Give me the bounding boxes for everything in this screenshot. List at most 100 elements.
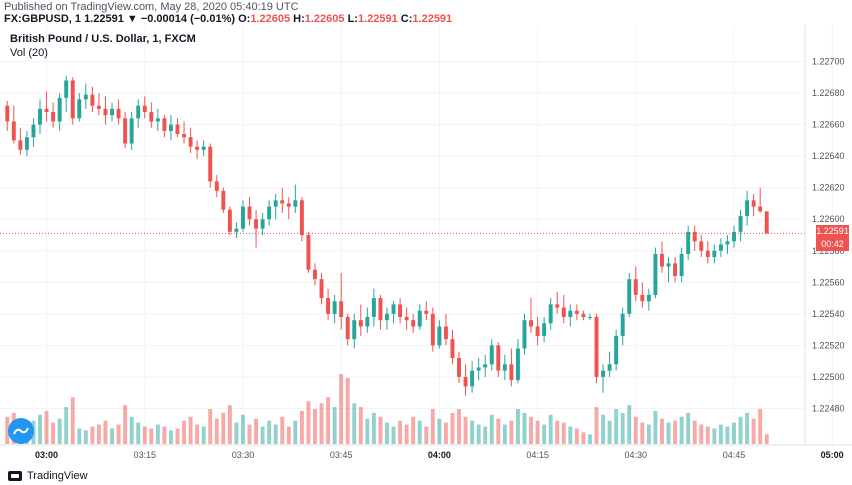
volume-bar — [260, 426, 265, 444]
candle-body — [70, 80, 75, 119]
candle-body — [352, 320, 357, 340]
candle-body — [594, 317, 599, 377]
volume-bar — [640, 422, 645, 444]
candle-body — [705, 250, 710, 258]
volume-bar — [149, 428, 154, 444]
close-value: 1.22591 — [412, 13, 453, 25]
candle-body — [699, 241, 704, 251]
candle-body — [129, 118, 134, 144]
volume-bar — [515, 409, 520, 444]
volume-bar — [195, 424, 200, 444]
candle-body — [666, 263, 671, 267]
volume-bar — [633, 416, 638, 444]
y-tick-label: 1.22660 — [812, 120, 845, 130]
x-tick-label: 05:00 — [821, 450, 844, 460]
candle-body — [326, 298, 331, 314]
volume-bar — [509, 420, 514, 444]
volume-bar — [601, 414, 606, 444]
volume-bar — [751, 418, 756, 444]
candle-body — [345, 317, 350, 340]
candle-body — [417, 310, 422, 327]
candle-body — [764, 211, 769, 234]
candle-body — [188, 137, 193, 147]
chart-canvas[interactable]: 1.22700 1.22680 1.22660 1.22640 1.22620 1.226… — [0, 25, 852, 485]
volume-bar — [620, 412, 625, 444]
volume-bar — [686, 412, 691, 444]
candle-body — [712, 250, 717, 258]
published-line: Published on TradingView.com, May 28, 20… — [4, 1, 299, 13]
candle-body — [411, 320, 416, 327]
volume-bar — [142, 426, 147, 444]
candle-body — [168, 124, 173, 131]
volume-bar — [679, 416, 684, 444]
candle-body — [424, 310, 429, 314]
candle-body — [640, 294, 645, 302]
volume-bar — [555, 420, 560, 444]
volume-bar — [273, 424, 278, 444]
candle-body — [738, 216, 743, 232]
volume-bar — [234, 422, 239, 444]
volume-bar — [745, 412, 750, 444]
countdown-tag: 00:42 — [816, 238, 849, 251]
volume-bar — [411, 416, 416, 444]
candle-body — [90, 94, 95, 106]
candle-body — [64, 80, 69, 98]
volume-bar — [267, 420, 272, 444]
volume-bar — [738, 416, 743, 444]
candle-body — [24, 137, 29, 150]
candle-body — [443, 326, 448, 340]
candle-body — [116, 108, 121, 119]
candle-body — [450, 339, 455, 358]
volume-bar — [103, 420, 108, 444]
candle-body — [267, 206, 272, 220]
volume-bar — [129, 416, 134, 444]
open-value: 1.22605 — [250, 13, 291, 25]
volume-bar — [358, 407, 363, 444]
volume-bar — [574, 428, 579, 444]
candle-body — [398, 304, 403, 317]
high-label: H: — [293, 13, 305, 25]
volume-bar — [155, 424, 160, 444]
candle-body — [358, 320, 363, 327]
close-label: C: — [400, 13, 413, 25]
volume-bar — [502, 424, 507, 444]
candle-body — [732, 231, 736, 242]
candle-body — [476, 367, 481, 371]
volume-bar — [345, 377, 350, 444]
candle-body — [201, 146, 206, 150]
y-tick-label: 1.22640 — [812, 151, 845, 161]
tradingview-logo-icon[interactable] — [8, 418, 34, 444]
volume-bar — [673, 420, 678, 444]
volume-bar — [201, 426, 206, 444]
y-tick-label: 1.22680 — [812, 88, 845, 98]
candle-body — [542, 323, 547, 336]
candle-body — [483, 364, 488, 368]
candle-body — [182, 134, 187, 138]
footer-brand[interactable]: TradingView — [8, 470, 88, 482]
volume-bar — [404, 424, 409, 444]
volume-bar — [607, 420, 612, 444]
volume-bar — [646, 424, 651, 444]
volume-bar — [450, 412, 455, 444]
candle-body — [234, 228, 239, 232]
volume-bar — [247, 424, 252, 444]
candle-body — [83, 94, 88, 100]
candle-body — [385, 313, 389, 321]
y-tick-label: 1.22480 — [812, 403, 845, 413]
volume-bar — [457, 409, 461, 444]
volume-bar — [182, 420, 187, 444]
candle-body — [136, 105, 141, 119]
volume-bar — [313, 409, 317, 444]
candle-body — [319, 279, 324, 299]
volume-bar — [660, 418, 664, 444]
y-tick-label: 1.22500 — [812, 372, 845, 382]
volume-bar — [437, 418, 442, 444]
volume-bar — [581, 432, 586, 444]
candle-body — [568, 310, 573, 317]
candle-body — [686, 231, 691, 254]
candle-body — [430, 313, 435, 346]
volume-bar — [83, 430, 88, 444]
candle-body — [529, 320, 533, 327]
volume-bar — [535, 420, 540, 444]
candle-body — [5, 105, 10, 122]
